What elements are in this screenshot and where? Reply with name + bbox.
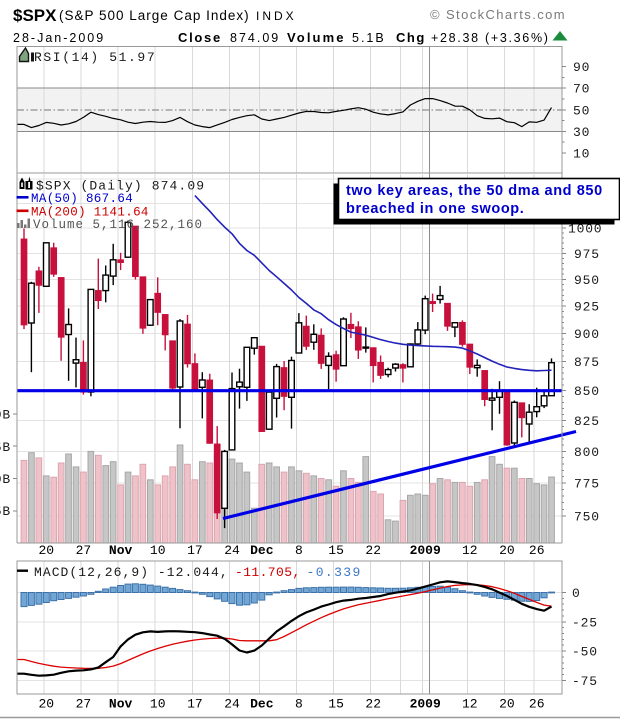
svg-text:-50: -50: [572, 645, 598, 660]
svg-text:2.5B: 2.5B: [0, 504, 11, 519]
svg-text:Nov: Nov: [109, 697, 133, 712]
svg-text:2009: 2009: [410, 697, 441, 712]
svg-text:22: 22: [365, 543, 381, 558]
svg-text:15: 15: [328, 697, 344, 712]
svg-text:27: 27: [76, 543, 92, 558]
svg-text:950: 950: [574, 273, 600, 288]
svg-text:975: 975: [574, 247, 600, 262]
svg-text:-25: -25: [572, 615, 598, 630]
svg-text:875: 875: [574, 355, 600, 370]
svg-text:MA(50) 867.64: MA(50) 867.64: [31, 192, 133, 206]
svg-text:20: 20: [38, 543, 54, 558]
svg-text:26: 26: [529, 543, 545, 558]
svg-text:(S&P 500 Large Cap Index): (S&P 500 Large Cap Index): [59, 8, 250, 23]
svg-text:$SPX (Daily) 874.09: $SPX (Daily) 874.09: [36, 179, 205, 194]
svg-text:20: 20: [499, 543, 515, 558]
svg-text:RSI(14) 51.97: RSI(14) 51.97: [34, 50, 156, 65]
svg-text:8: 8: [295, 543, 303, 558]
svg-text:925: 925: [574, 300, 600, 315]
svg-text:20: 20: [38, 697, 54, 712]
svg-text:breached in one swoop.: breached in one swoop.: [346, 201, 524, 217]
svg-text:-75: -75: [572, 674, 598, 689]
svg-text:90: 90: [573, 60, 590, 75]
svg-text:15: 15: [328, 543, 344, 558]
svg-text:10: 10: [150, 697, 166, 712]
svg-text:Chg: Chg: [396, 30, 426, 45]
svg-text:750: 750: [574, 510, 600, 525]
svg-text:-11.705,: -11.705,: [235, 565, 301, 580]
svg-text:5.0B: 5.0B: [0, 472, 11, 487]
svg-text:two key areas, the 50 dma and: two key areas, the 50 dma and 850: [346, 183, 603, 199]
svg-text:7.5B: 7.5B: [0, 440, 11, 455]
svg-text:MACD(12,26,9) -12.044,: MACD(12,26,9) -12.044,: [34, 565, 229, 580]
svg-text:Volume: Volume: [287, 30, 346, 45]
svg-text:24: 24: [224, 697, 240, 712]
svg-text:10B: 10B: [0, 408, 11, 423]
svg-text:$SPX: $SPX: [13, 6, 57, 25]
svg-text:Volume 5,116,252,160: Volume 5,116,252,160: [33, 218, 203, 232]
svg-text:Dec: Dec: [250, 543, 274, 558]
svg-text:INDX: INDX: [256, 9, 297, 23]
svg-text:27: 27: [76, 697, 92, 712]
svg-text:850: 850: [574, 384, 600, 399]
svg-text:12: 12: [462, 543, 478, 558]
svg-text:30: 30: [573, 125, 590, 140]
svg-text:+28.38 (+3.36%): +28.38 (+3.36%): [431, 31, 550, 45]
svg-text:22: 22: [365, 697, 381, 712]
svg-text:26: 26: [529, 697, 545, 712]
svg-text:© StockCharts.com: © StockCharts.com: [430, 7, 566, 22]
svg-text:775: 775: [574, 477, 600, 492]
svg-text:28-Jan-2009: 28-Jan-2009: [13, 31, 105, 45]
svg-text:10: 10: [573, 147, 590, 162]
svg-text:MA(200) 1141.64: MA(200) 1141.64: [31, 206, 149, 220]
svg-text:5.1B: 5.1B: [352, 31, 386, 45]
svg-text:874.09: 874.09: [230, 31, 280, 45]
svg-text:2009: 2009: [410, 543, 441, 558]
svg-text:900: 900: [574, 327, 600, 342]
svg-text:Nov: Nov: [109, 543, 133, 558]
svg-text:17: 17: [187, 543, 203, 558]
svg-text:800: 800: [574, 445, 600, 460]
svg-text:70: 70: [573, 82, 590, 97]
svg-text:12: 12: [462, 697, 478, 712]
svg-text:50: 50: [573, 103, 590, 118]
svg-text:17: 17: [187, 697, 203, 712]
svg-text:1000: 1000: [568, 222, 602, 237]
svg-text:Dec: Dec: [250, 697, 274, 712]
svg-text:0: 0: [572, 586, 581, 601]
svg-text:Close: Close: [178, 30, 222, 45]
svg-text:-0.339: -0.339: [307, 565, 362, 580]
svg-text:825: 825: [574, 414, 600, 429]
svg-text:8: 8: [295, 697, 303, 712]
svg-text:10: 10: [150, 543, 166, 558]
svg-text:24: 24: [224, 543, 240, 558]
svg-text:20: 20: [499, 697, 515, 712]
